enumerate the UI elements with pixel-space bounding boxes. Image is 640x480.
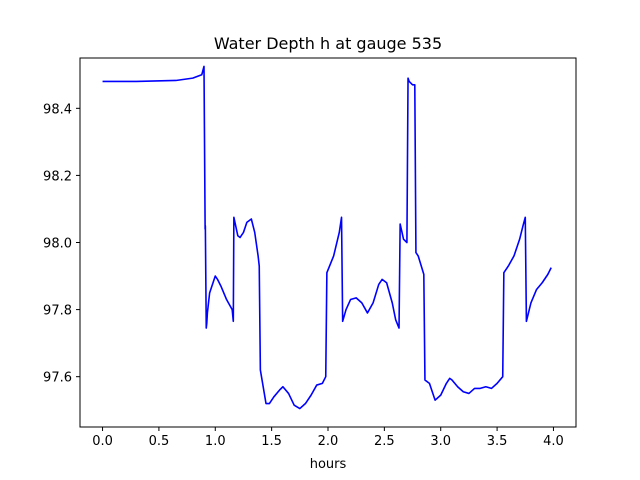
x-tick-label: 1.5 [261, 434, 282, 449]
x-axis-label: hours [310, 457, 347, 472]
y-tick-label: 97.6 [43, 371, 72, 386]
y-tick-label: 97.8 [43, 304, 72, 319]
chart-title: Water Depth h at gauge 535 [214, 34, 442, 53]
x-tick-label: 3.0 [430, 434, 451, 449]
y-tick-label: 98.0 [43, 237, 72, 252]
series-line [102, 65, 552, 410]
plot-frame [79, 57, 577, 428]
x-axis: 0.0 0.5 1.0 1.5 2.0 2.5 3.0 3.5 4.0 [92, 427, 564, 449]
y-tick-label: 98.4 [43, 102, 72, 117]
y-axis: 97.6 97.8 98.0 98.2 98.4 [43, 102, 80, 386]
x-tick-label: 0.5 [149, 434, 170, 449]
x-tick-label: 1.0 [205, 434, 226, 449]
x-tick-label: 4.0 [543, 434, 564, 449]
x-tick-label: 2.0 [318, 434, 339, 449]
x-tick-label: 0.0 [92, 434, 113, 449]
y-tick-label: 98.2 [43, 169, 72, 184]
x-tick-label: 3.5 [487, 434, 508, 449]
series-layer [102, 65, 552, 410]
x-tick-label: 2.5 [374, 434, 395, 449]
